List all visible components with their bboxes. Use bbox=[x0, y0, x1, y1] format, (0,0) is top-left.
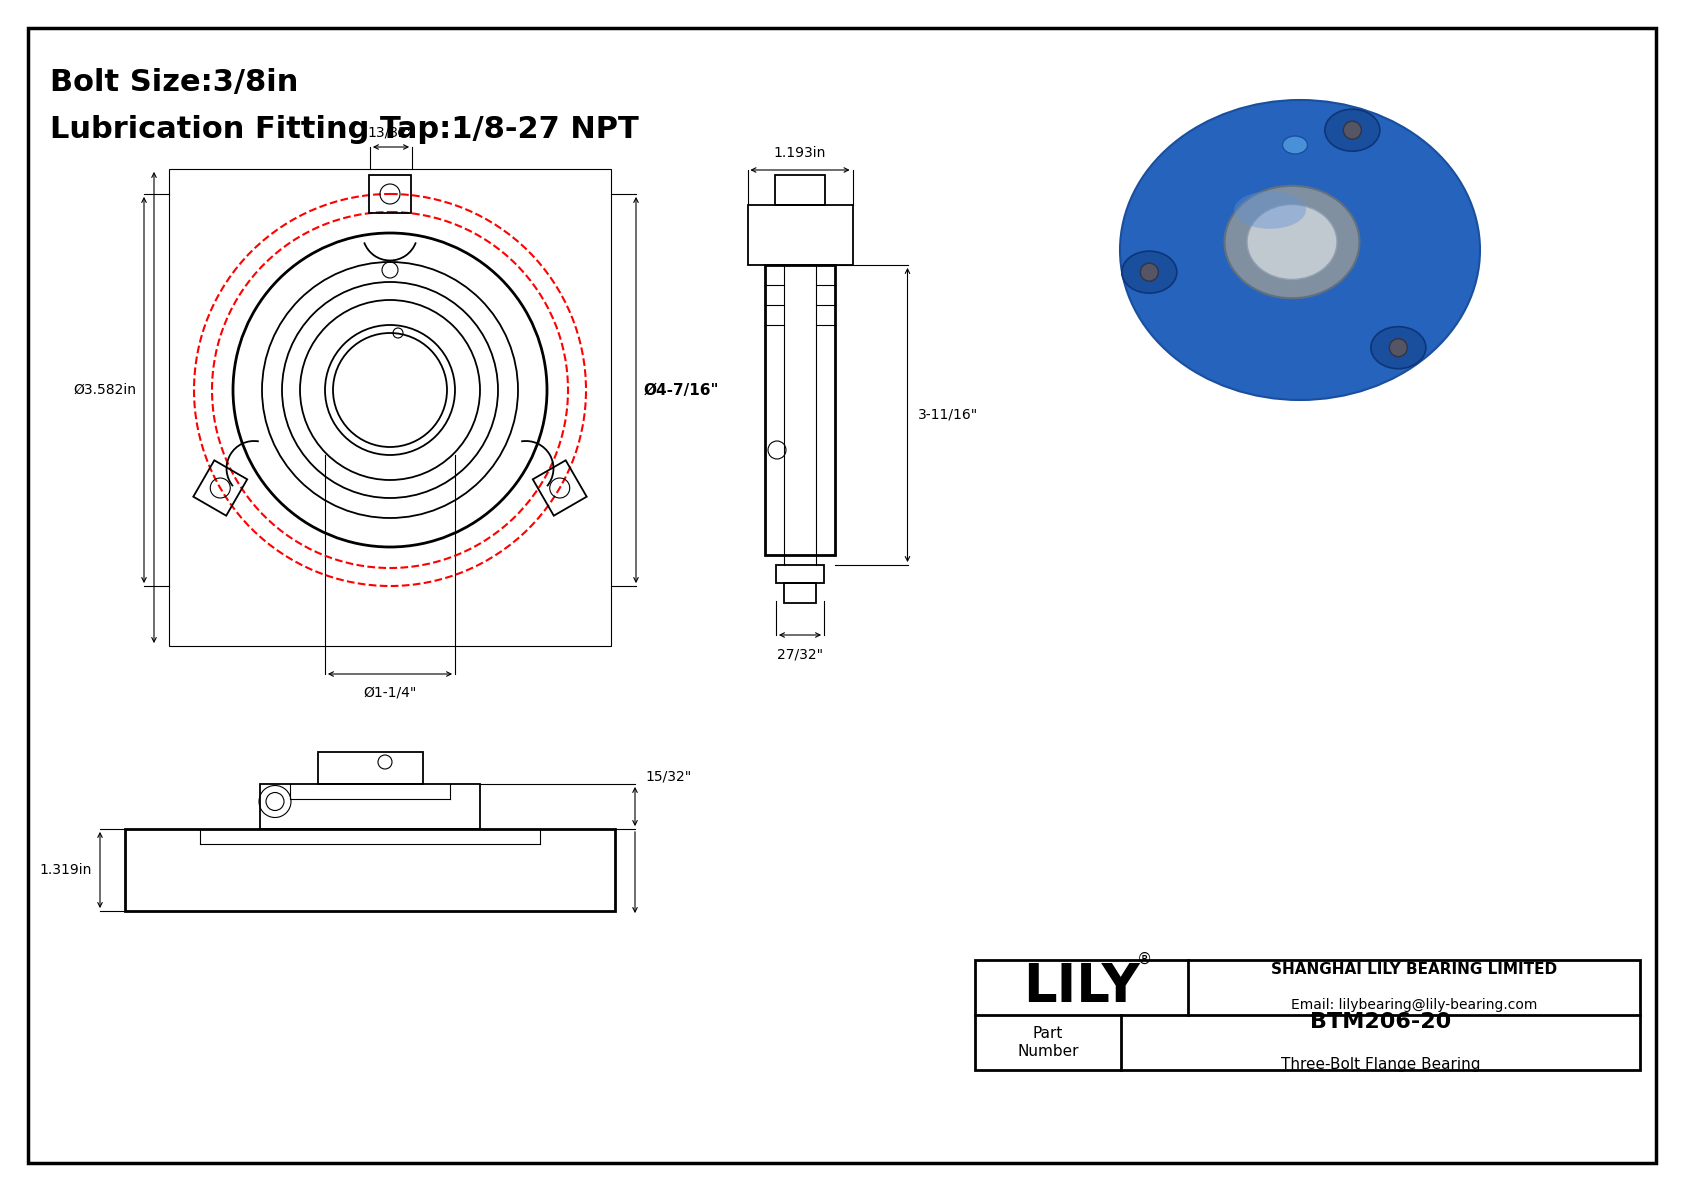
Ellipse shape bbox=[1120, 100, 1480, 400]
Text: ®: ® bbox=[1137, 952, 1152, 967]
Text: 1.193in: 1.193in bbox=[775, 146, 827, 160]
Ellipse shape bbox=[1234, 192, 1307, 229]
Text: 27/32": 27/32" bbox=[776, 647, 823, 661]
Circle shape bbox=[1344, 121, 1361, 139]
Bar bbox=[194, 460, 248, 516]
Bar bbox=[775, 175, 825, 205]
Text: Lubrication Fitting Tap:1/8-27 NPT: Lubrication Fitting Tap:1/8-27 NPT bbox=[51, 116, 638, 144]
Text: Part
Number: Part Number bbox=[1017, 1027, 1079, 1059]
Text: Ø4-7/16": Ø4-7/16" bbox=[643, 382, 719, 398]
Bar bbox=[776, 565, 823, 584]
Ellipse shape bbox=[1283, 136, 1307, 154]
Text: Bolt Size:3/8in: Bolt Size:3/8in bbox=[51, 68, 298, 96]
Bar bbox=[975, 960, 1640, 1070]
Ellipse shape bbox=[1224, 186, 1359, 298]
Bar bbox=[259, 784, 480, 829]
Bar bbox=[748, 205, 852, 266]
Bar bbox=[125, 829, 615, 911]
Ellipse shape bbox=[1325, 110, 1379, 151]
Bar bbox=[785, 584, 817, 603]
Text: BTM206-20: BTM206-20 bbox=[1310, 1012, 1452, 1033]
Text: SHANGHAI LILY BEARING LIMITED: SHANGHAI LILY BEARING LIMITED bbox=[1271, 962, 1558, 977]
Text: LILY: LILY bbox=[1022, 961, 1140, 1014]
Text: 1.319in: 1.319in bbox=[40, 863, 93, 877]
Text: Ø1-1/4": Ø1-1/4" bbox=[364, 686, 416, 700]
Bar bbox=[532, 460, 586, 516]
Text: 13/32": 13/32" bbox=[367, 125, 414, 139]
Bar bbox=[168, 169, 611, 646]
Circle shape bbox=[1140, 263, 1159, 281]
Text: Email: lilybearing@lily-bearing.com: Email: lilybearing@lily-bearing.com bbox=[1290, 998, 1537, 1012]
Bar bbox=[369, 175, 411, 213]
Text: Ø3.582in: Ø3.582in bbox=[72, 384, 136, 397]
Bar bbox=[318, 752, 423, 784]
Ellipse shape bbox=[1246, 205, 1337, 280]
Ellipse shape bbox=[1122, 251, 1177, 293]
Bar bbox=[765, 266, 835, 555]
Ellipse shape bbox=[1371, 326, 1426, 369]
Text: 15/32": 15/32" bbox=[645, 769, 690, 784]
Circle shape bbox=[1389, 338, 1408, 356]
Text: Three-Bolt Flange Bearing: Three-Bolt Flange Bearing bbox=[1282, 1056, 1480, 1072]
Text: 3-11/16": 3-11/16" bbox=[918, 409, 978, 422]
